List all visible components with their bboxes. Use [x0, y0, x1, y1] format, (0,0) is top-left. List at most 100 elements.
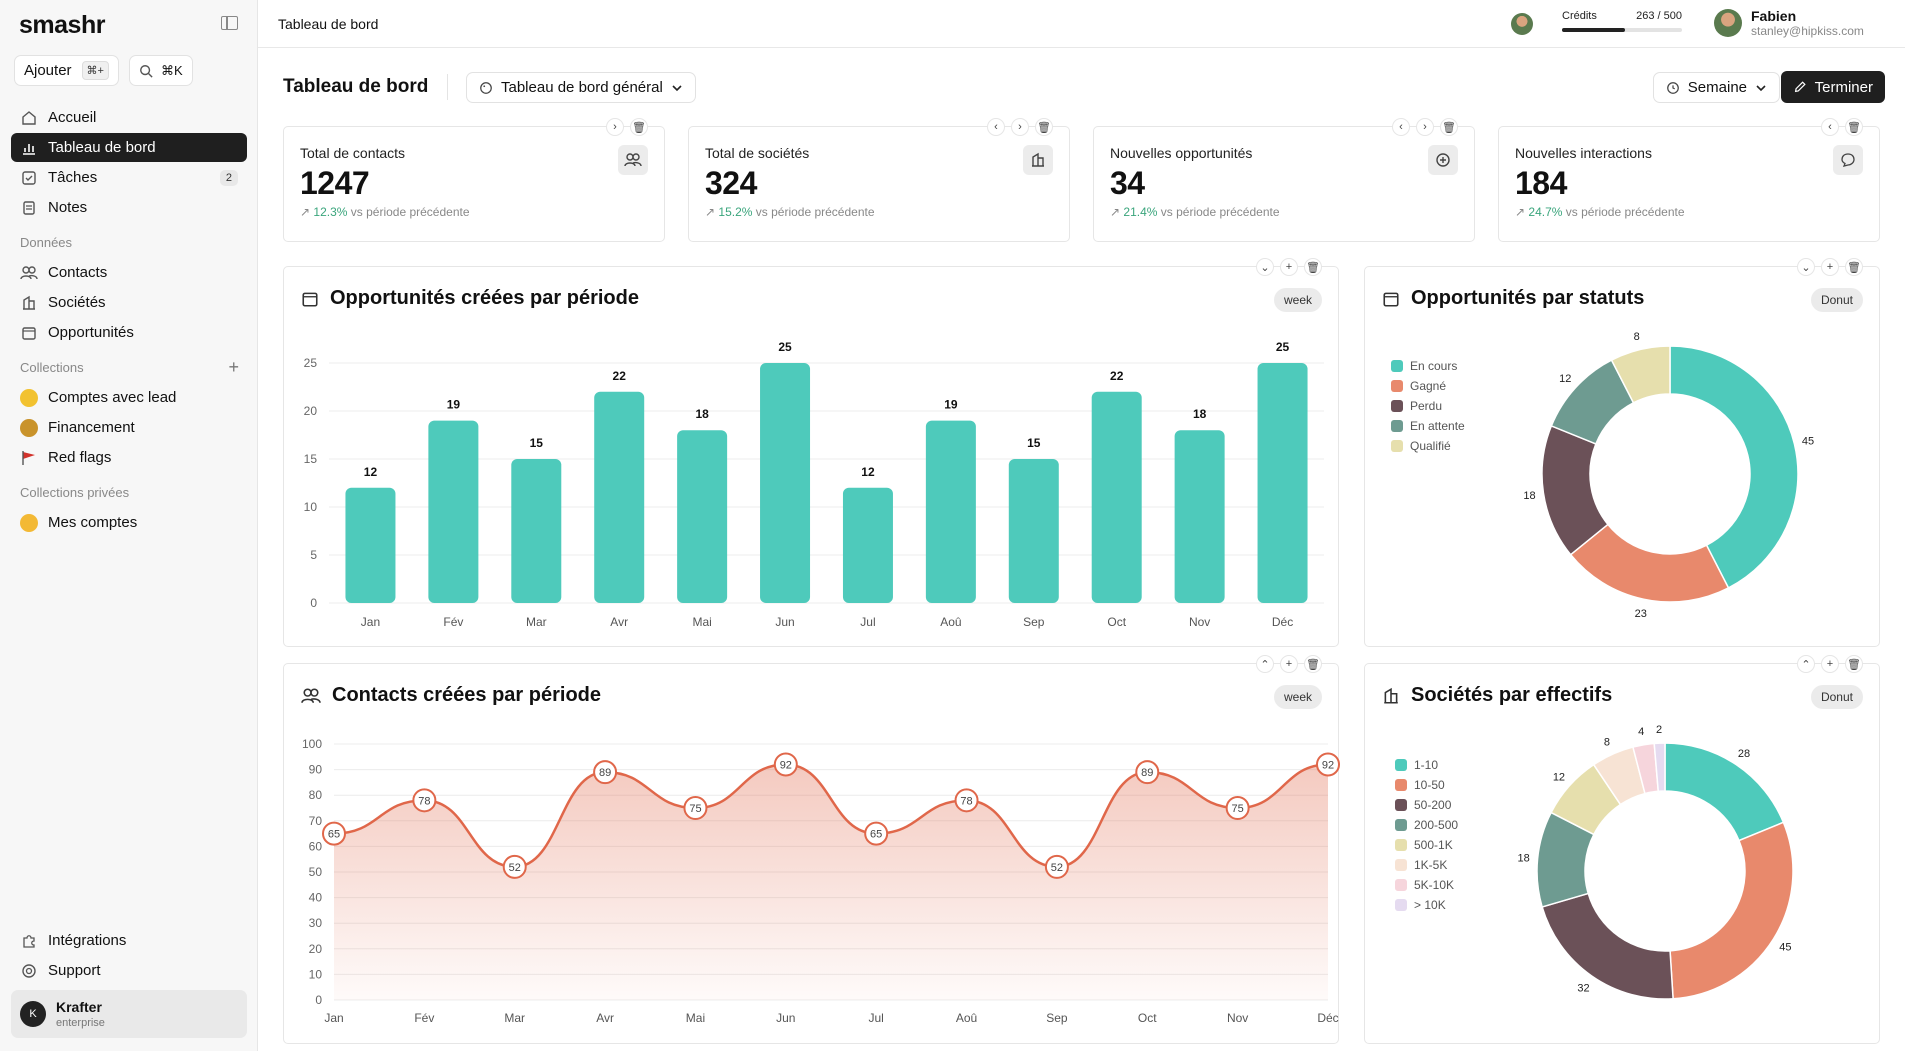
collapse-icon[interactable]: ⌄ — [1797, 258, 1815, 276]
building-icon — [1023, 145, 1053, 175]
dashboard-selector-label: Tableau de bord général — [501, 79, 663, 96]
data-label: 52 — [509, 862, 521, 874]
legend-swatch — [1395, 859, 1407, 871]
folder-icon — [302, 292, 318, 307]
panel-title: Opportunités par statuts — [1411, 287, 1645, 309]
next-icon[interactable]: › — [606, 118, 624, 136]
next-icon[interactable]: › — [1416, 118, 1434, 136]
legend-item[interactable]: 50-200 — [1395, 795, 1458, 815]
legend-item[interactable]: 5K-10K — [1395, 875, 1458, 895]
trash-icon[interactable]: 🗑 — [1845, 118, 1863, 136]
add-icon[interactable]: + — [1280, 655, 1298, 673]
trash-icon[interactable]: 🗑 — [1440, 118, 1458, 136]
dashboard-selector[interactable]: Tableau de bord général — [466, 72, 696, 103]
nav-item-contacts[interactable]: Contacts — [11, 258, 247, 287]
kpi-card-opportunites: ‹ › 🗑 Nouvelles opportunités 34 ↗ 21.4% vs… — [1093, 118, 1475, 242]
add-button-label: Ajouter — [24, 62, 72, 79]
data-point — [1044, 854, 1069, 879]
prev-icon[interactable]: ‹ — [1821, 118, 1839, 136]
add-collection-icon[interactable]: + — [228, 356, 239, 377]
sidebar: smashr Ajouter ⌘+ ⌘K Accueil Tableau de … — [0, 0, 258, 1051]
legend-item[interactable]: 1-10 — [1395, 755, 1458, 775]
prev-icon[interactable]: ‹ — [1392, 118, 1410, 136]
legend-label: 10-50 — [1414, 778, 1445, 792]
money-bag-icon — [20, 418, 38, 437]
legend-label: Gagné — [1410, 379, 1447, 393]
period-selector-label: Semaine — [1687, 79, 1747, 96]
nav-item-comptes-avec-lead[interactable]: Comptes avec lead — [11, 383, 247, 412]
finish-button[interactable]: Terminer — [1780, 71, 1885, 103]
collapse-icon[interactable]: ⌄ — [1256, 258, 1274, 276]
search-shortcut: ⌘K — [160, 62, 183, 78]
x-tick-label: Fév — [414, 1011, 434, 1025]
expand-icon[interactable]: ⌃ — [1797, 655, 1815, 673]
legend-item[interactable]: Qualifié — [1391, 436, 1465, 456]
data-label: 65 — [328, 829, 340, 841]
sidebar-toggle-icon[interactable] — [221, 16, 238, 30]
chart-icon — [20, 139, 38, 157]
nav-item-notes[interactable]: Notes — [11, 193, 247, 222]
user-menu[interactable]: Fabien stanley@hipkiss.com — [1714, 8, 1864, 38]
nav-item-taches[interactable]: Tâches 2 — [11, 163, 247, 192]
prev-icon[interactable]: ‹ — [987, 118, 1005, 136]
chart-type-pill[interactable]: Donut — [1810, 288, 1863, 312]
legend-item[interactable]: Gagné — [1391, 376, 1465, 396]
chart-type-pill[interactable]: Donut — [1810, 685, 1863, 709]
trash-icon[interactable]: 🗑 — [1845, 655, 1863, 673]
nav-item-support[interactable]: Support — [11, 956, 247, 985]
period-selector[interactable]: Semaine — [1652, 72, 1780, 103]
legend-item[interactable]: En cours — [1391, 356, 1465, 376]
add-icon[interactable]: + — [1821, 258, 1839, 276]
organization-switcher[interactable]: K Krafter enterprise — [11, 990, 247, 1038]
panel-contacts-by-period: ⌃ + 🗑 Contacts créées par période week 0 10… — [283, 655, 1340, 1044]
bar-chart: 0 5 10 15 20 25 12 Jan 19 Fév 15 Mar 22 Avr 18 Mai 25 Jun… — [304, 340, 1324, 629]
trash-icon[interactable]: 🗑 — [1035, 118, 1053, 136]
section-donnees: Données — [20, 234, 73, 250]
kpi-title: Total de contacts — [300, 145, 406, 161]
nav-item-mes-comptes[interactable]: Mes comptes — [11, 508, 247, 537]
legend-item[interactable]: 10-50 — [1395, 775, 1458, 795]
add-icon[interactable]: + — [1821, 655, 1839, 673]
y-tick-label: 50 — [309, 865, 323, 879]
nav-item-red-flags[interactable]: Red flags — [11, 443, 247, 472]
app-logo[interactable]: smashr — [19, 11, 105, 39]
nav-item-tableau-de-bord[interactable]: Tableau de bord — [11, 133, 247, 162]
nav-item-accueil[interactable]: Accueil — [11, 103, 247, 132]
next-icon[interactable]: › — [1011, 118, 1029, 136]
nav-item-societes[interactable]: Sociétés — [11, 288, 247, 317]
x-tick-label: Nov — [1189, 615, 1210, 629]
bar — [428, 420, 479, 603]
donut-chart: 45 23 18 12 8 — [1523, 331, 1814, 620]
area-fill — [334, 764, 1328, 1000]
x-tick-label: Sep — [1023, 615, 1045, 629]
bar — [1257, 363, 1308, 603]
granularity-pill[interactable]: week — [1273, 685, 1322, 709]
legend-item[interactable]: En attente — [1391, 416, 1465, 436]
collaborator-avatar[interactable] — [1511, 13, 1533, 35]
bar-value-label: 22 — [613, 369, 627, 383]
donut-slice — [1610, 345, 1671, 404]
data-point — [954, 788, 979, 813]
trash-icon[interactable]: 🗑 — [1304, 258, 1322, 276]
nav-item-integrations[interactable]: Intégrations — [11, 926, 247, 955]
add-icon[interactable]: + — [1280, 258, 1298, 276]
trash-icon[interactable]: 🗑 — [1845, 258, 1863, 276]
legend-item[interactable]: 500-1K — [1395, 835, 1458, 855]
legend-label: En cours — [1410, 359, 1458, 373]
nav-item-financement[interactable]: Financement — [11, 413, 247, 442]
legend-item[interactable]: Perdu — [1391, 396, 1465, 416]
granularity-pill[interactable]: week — [1273, 288, 1322, 312]
trash-icon[interactable]: 🗑 — [1304, 655, 1322, 673]
legend-item[interactable]: 1K-5K — [1395, 855, 1458, 875]
legend-swatch — [1391, 440, 1403, 452]
chat-icon — [1833, 145, 1863, 175]
y-tick-label: 0 — [310, 596, 317, 610]
nav-item-opportunites[interactable]: Opportunités — [11, 318, 247, 347]
trash-icon[interactable]: 🗑 — [630, 118, 648, 136]
search-button[interactable]: ⌘K — [128, 55, 193, 86]
donut-chart: 28 45 32 18 12 8 4 2 — [1518, 724, 1794, 1000]
legend-item[interactable]: 200-500 — [1395, 815, 1458, 835]
expand-icon[interactable]: ⌃ — [1256, 655, 1274, 673]
add-button[interactable]: Ajouter ⌘+ — [14, 55, 119, 86]
legend-item[interactable]: > 10K — [1395, 895, 1458, 915]
